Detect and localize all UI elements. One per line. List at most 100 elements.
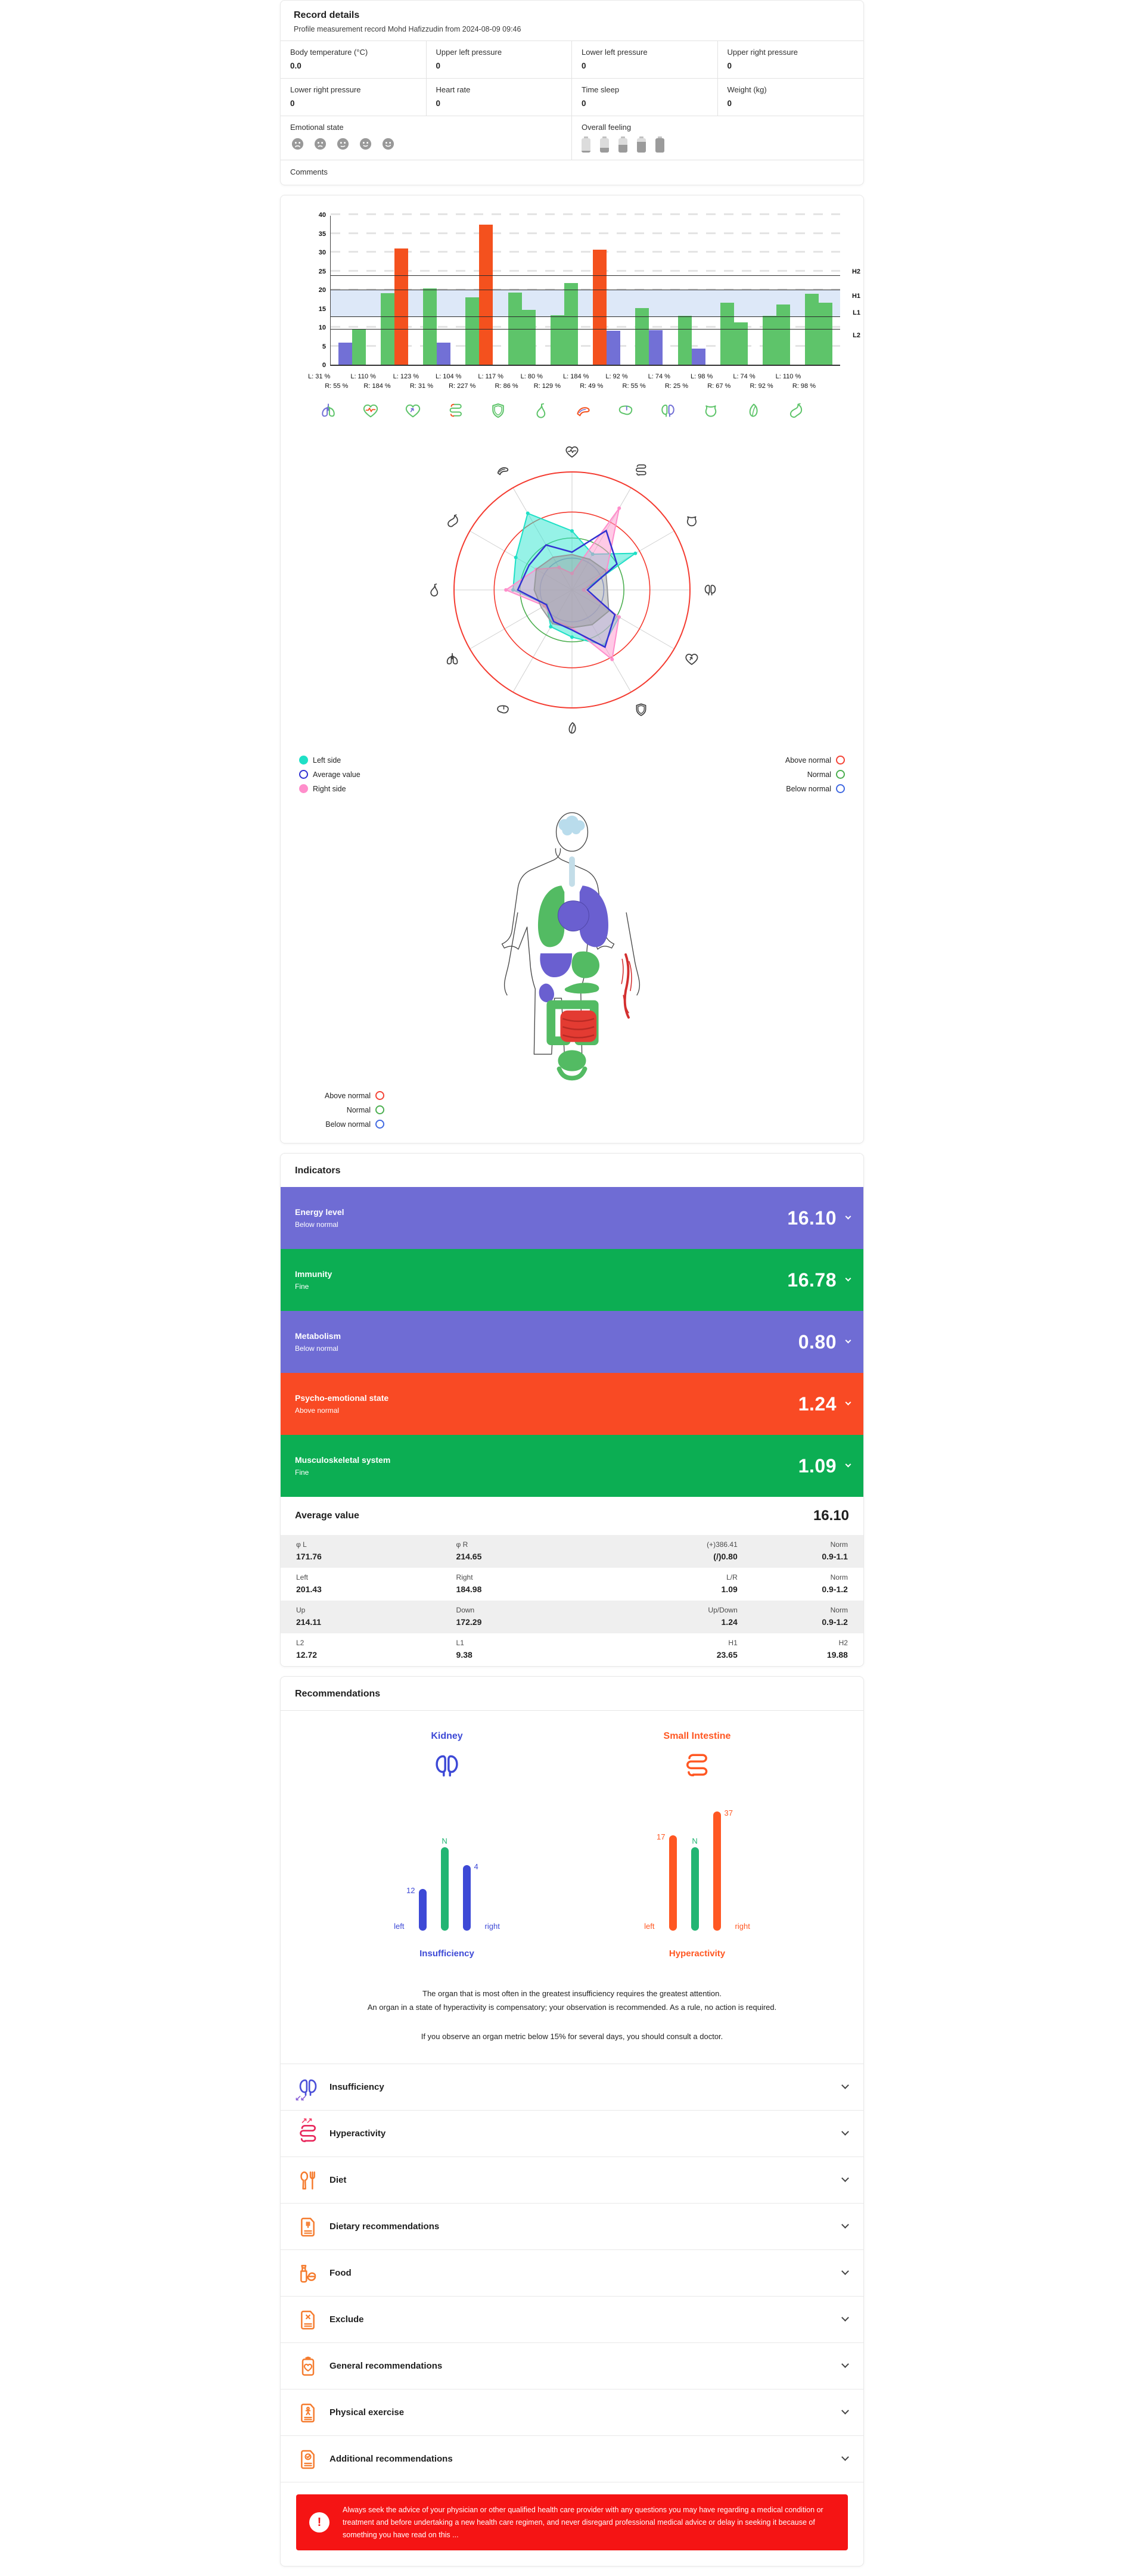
record-field-time-sleep: Time sleep 0 [572, 79, 718, 116]
y-axis-tick-30: 30 [318, 249, 326, 256]
accordion-item-food[interactable]: Food [281, 2250, 863, 2297]
chevron-down-icon[interactable] [841, 2267, 849, 2276]
bar-chart-labels: L: 31 % R: 55 % L: 110 % R: 184 % L: 123 % R:… [307, 372, 817, 391]
accordion-label: Exclude [329, 2314, 364, 2325]
record-field-upper-left-pressure: Upper left pressure 0 [426, 41, 572, 79]
accordion-item-physical-exercise[interactable]: Physical exercise [281, 2389, 863, 2437]
indicator-row-metabolism[interactable]: Metabolism Below normal 0.80 [281, 1311, 863, 1373]
battery-level-4-icon[interactable] [637, 136, 646, 153]
bar-label-lungs: L: 31 % R: 55 % [308, 373, 349, 390]
gallbladder-icon [531, 402, 549, 420]
spleen [539, 983, 554, 1002]
chevron-down-icon[interactable] [845, 1275, 851, 1281]
organ-state-caption: Hyperactivity [669, 1949, 726, 1959]
right-immunity-bar [521, 310, 536, 365]
stats-cell--l: φ L 171.76 [296, 1540, 322, 1561]
battery-level-2-icon[interactable] [600, 136, 609, 153]
chevron-down-icon[interactable] [845, 1337, 851, 1343]
liver-icon [497, 705, 509, 714]
stats-cell-right: Right 184.98 [456, 1573, 482, 1594]
record-details-subtitle: Profile measurement record Mohd Hafizzud… [294, 25, 521, 33]
stats-cell-h1: H1 23.65 [716, 1639, 738, 1660]
radar-legend: Left side Average value Right side Above n… [299, 756, 845, 793]
accordion-label: Physical exercise [329, 2407, 405, 2418]
accordion-label: Hyperactivity [329, 2128, 386, 2139]
stats-cell-h2: H2 19.88 [826, 1639, 848, 1660]
chevron-down-icon[interactable] [841, 2314, 849, 2322]
organ-icon-cell [732, 402, 774, 420]
indicator-row-immunity[interactable]: Immunity Fine 16.78 [281, 1249, 863, 1311]
emotional-state-label: Emotional state [290, 123, 344, 132]
chevron-down-icon[interactable] [845, 1213, 851, 1219]
y-axis-tick-20: 20 [318, 287, 326, 294]
accordion-item-insufficiency[interactable]: ↙↙ Insufficiency [281, 2064, 863, 2111]
chevron-down-icon[interactable] [845, 1461, 851, 1467]
face-sad-icon[interactable] [313, 136, 328, 151]
accordion-item-dietary-recommendations[interactable]: Dietary recommendations [281, 2204, 863, 2251]
bar-label-kidneys: L: 74 % R: 25 % [648, 373, 688, 390]
recommendations-heading: Recommendations [295, 1689, 381, 1699]
y-axis-tick-0: 0 [322, 362, 326, 369]
face-displeased-icon[interactable] [335, 136, 350, 151]
indicator-value: 1.09 [798, 1455, 837, 1477]
accordion-item-additional-recommendations[interactable]: Additional recommendations [281, 2436, 863, 2483]
stats-row-4: L2 12.72 L1 9.38 H1 23.65 H2 19.88 [281, 1633, 863, 1666]
radar-ring-inner_red [493, 511, 651, 669]
face-happy-icon[interactable] [381, 136, 396, 151]
chevron-down-icon[interactable] [841, 2407, 849, 2415]
stats-row-1: φ L 171.76 φ R 214.65 (+)386.41 (/)0.80 Norm 0.… [281, 1535, 863, 1568]
stats-cell-l1: L1 9.38 [456, 1639, 472, 1660]
chevron-down-icon[interactable] [841, 2081, 849, 2090]
charts-card: 0 5 10 15 20 25 30 35 40 H2 H1 L1 L2 L: 31 % R: 55 % L… [280, 195, 864, 1143]
pancreas [564, 983, 599, 994]
accordion-label: General recommendations [329, 2361, 443, 2372]
lungs-icon [319, 402, 337, 420]
chevron-down-icon[interactable] [841, 2174, 849, 2183]
threshold-label-H1: H1 [851, 293, 860, 300]
face-crying-icon[interactable] [290, 136, 305, 151]
face-smiling-icon[interactable] [358, 136, 373, 151]
bladder-icon [686, 516, 697, 527]
mini-chart-left-label: left [394, 1922, 405, 1931]
accordion-item-hyperactivity[interactable]: ↗↗ Hyperactivity [281, 2111, 863, 2158]
accordion-label: Insufficiency [329, 2082, 384, 2093]
chevron-down-icon[interactable] [841, 2360, 849, 2369]
bar-group-immunity [500, 216, 543, 365]
bar-chart-plot: 0 5 10 15 20 25 30 35 40 H2 H1 L1 L2 [319, 212, 860, 369]
indicator-row-energy-level[interactable]: Energy level Below normal 16.10 [281, 1187, 863, 1249]
mini-chart-left-label: left [644, 1922, 655, 1931]
exclamation-icon: ! [309, 2512, 329, 2533]
left-gallbladder-bar [550, 315, 564, 365]
indicator-row-psycho-emotional-state[interactable]: Psycho-emotional state Above normal 1.24 [281, 1373, 863, 1435]
indicator-row-musculoskeletal-system[interactable]: Musculoskeletal system Fine 1.09 [281, 1435, 863, 1497]
battery-level-1-icon[interactable] [582, 136, 590, 153]
comments-field[interactable]: Comments [281, 160, 863, 185]
small-intestine-detail [562, 1018, 595, 1039]
lungs-icon [446, 652, 458, 664]
doc-x-icon [296, 2308, 320, 2332]
liver-icon [617, 402, 635, 420]
y-axis-tick-10: 10 [318, 324, 326, 331]
accordion-icon-wrap [296, 2401, 329, 2425]
bar-group-circulation [416, 216, 458, 365]
organ-mini-chart: left 12 N 4 right [394, 1809, 500, 1931]
battery-level-5-icon[interactable] [655, 136, 664, 153]
chevron-down-icon[interactable] [841, 2221, 849, 2229]
chevron-down-icon[interactable] [841, 2453, 849, 2462]
accordion-icon-wrap: ↗↗ [296, 2116, 329, 2146]
accordion-item-exclude[interactable]: Exclude [281, 2297, 863, 2344]
chevron-down-icon[interactable] [841, 2128, 849, 2136]
accordion-item-general-recommendations[interactable]: General recommendations [281, 2343, 863, 2390]
right-stomach-bar [819, 303, 833, 365]
record-field-upper-right-pressure: Upper right pressure 0 [717, 41, 863, 79]
accordion-item-diet[interactable]: Diet [281, 2157, 863, 2204]
stats-cell--386-41: (+)386.41 (/)0.80 [707, 1540, 738, 1561]
bar-group-kidneys [670, 216, 713, 365]
battery-level-3-icon[interactable] [618, 136, 627, 153]
chevron-down-icon[interactable] [845, 1399, 851, 1405]
right-pancreas-bar [607, 330, 621, 365]
record-field-weight-kg-: Weight (kg) 0 [717, 79, 863, 116]
stats-cell-norm: Norm 0.9-1.2 [822, 1573, 848, 1594]
organ-radar-chart [430, 446, 716, 734]
indicator-value: 16.78 [787, 1269, 837, 1291]
